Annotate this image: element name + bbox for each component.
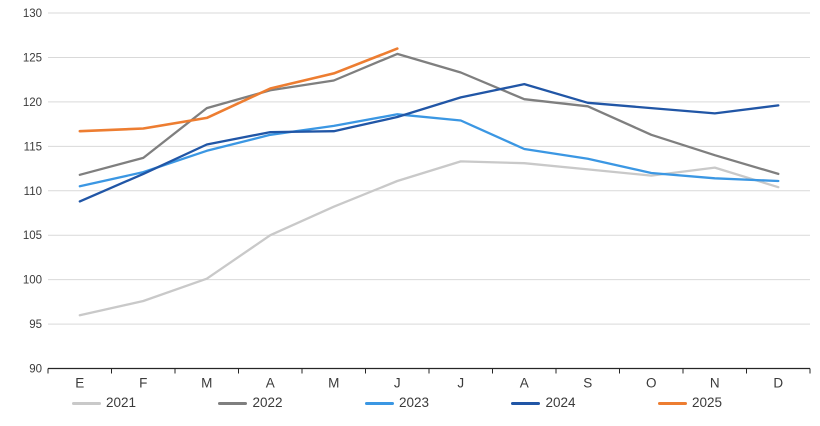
legend-line-swatch-icon	[364, 401, 394, 405]
y-axis-tick-label: 120	[23, 97, 42, 109]
y-axis-tick-label: 115	[24, 141, 42, 153]
y-axis-tick-label: 105	[23, 230, 42, 242]
legend-line-swatch-icon	[511, 401, 541, 405]
chart-legend: 2021 2022 2023 2024 2025	[72, 393, 722, 413]
legend-item-2022: 2022	[218, 395, 283, 411]
legend-item-2023: 2023	[364, 395, 430, 411]
legend-item-2024: 2024	[511, 395, 576, 411]
legend-label: 2021	[106, 395, 137, 411]
series-line-2024	[78, 82, 780, 203]
series-line-2021	[78, 160, 780, 317]
y-axis-tick-label: 125	[23, 52, 42, 64]
legend-line-swatch-icon	[72, 401, 101, 405]
series-line-2025	[78, 47, 399, 133]
x-axis-month-label: M	[201, 376, 212, 391]
legend-line-swatch-icon	[218, 401, 248, 405]
legend-item-2021: 2021	[72, 396, 136, 410]
x-axis-month-label: J	[457, 376, 464, 391]
x-axis-month-label: S	[583, 376, 592, 391]
y-axis-tick-label: 110	[24, 186, 42, 198]
legend-label: 2023	[398, 395, 430, 411]
y-axis-tick-label: 100	[23, 275, 42, 287]
x-axis-month-label: D	[773, 376, 783, 391]
legend-label: 2022	[252, 395, 283, 411]
y-axis-tick-label: 90	[29, 364, 42, 376]
legend-label: 2025	[691, 395, 722, 411]
x-axis-month-label: N	[710, 376, 720, 391]
series-line-2022	[78, 52, 780, 176]
series-line-2023	[78, 113, 780, 188]
y-axis-tick-label: 130	[23, 8, 42, 20]
x-axis-month-label: M	[328, 376, 339, 391]
x-axis-month-label: J	[394, 376, 401, 391]
x-axis-month-label: A	[520, 376, 529, 391]
legend-item-2025: 2025	[657, 395, 722, 411]
x-axis-month-label: A	[266, 376, 275, 391]
x-axis-month-label: O	[646, 376, 657, 391]
legend-line-swatch-icon	[657, 401, 687, 405]
y-axis-tick-label: 95	[29, 319, 42, 331]
x-axis-month-label: E	[75, 376, 84, 391]
legend-label: 2024	[545, 395, 576, 411]
x-axis-month-label: F	[139, 376, 147, 391]
